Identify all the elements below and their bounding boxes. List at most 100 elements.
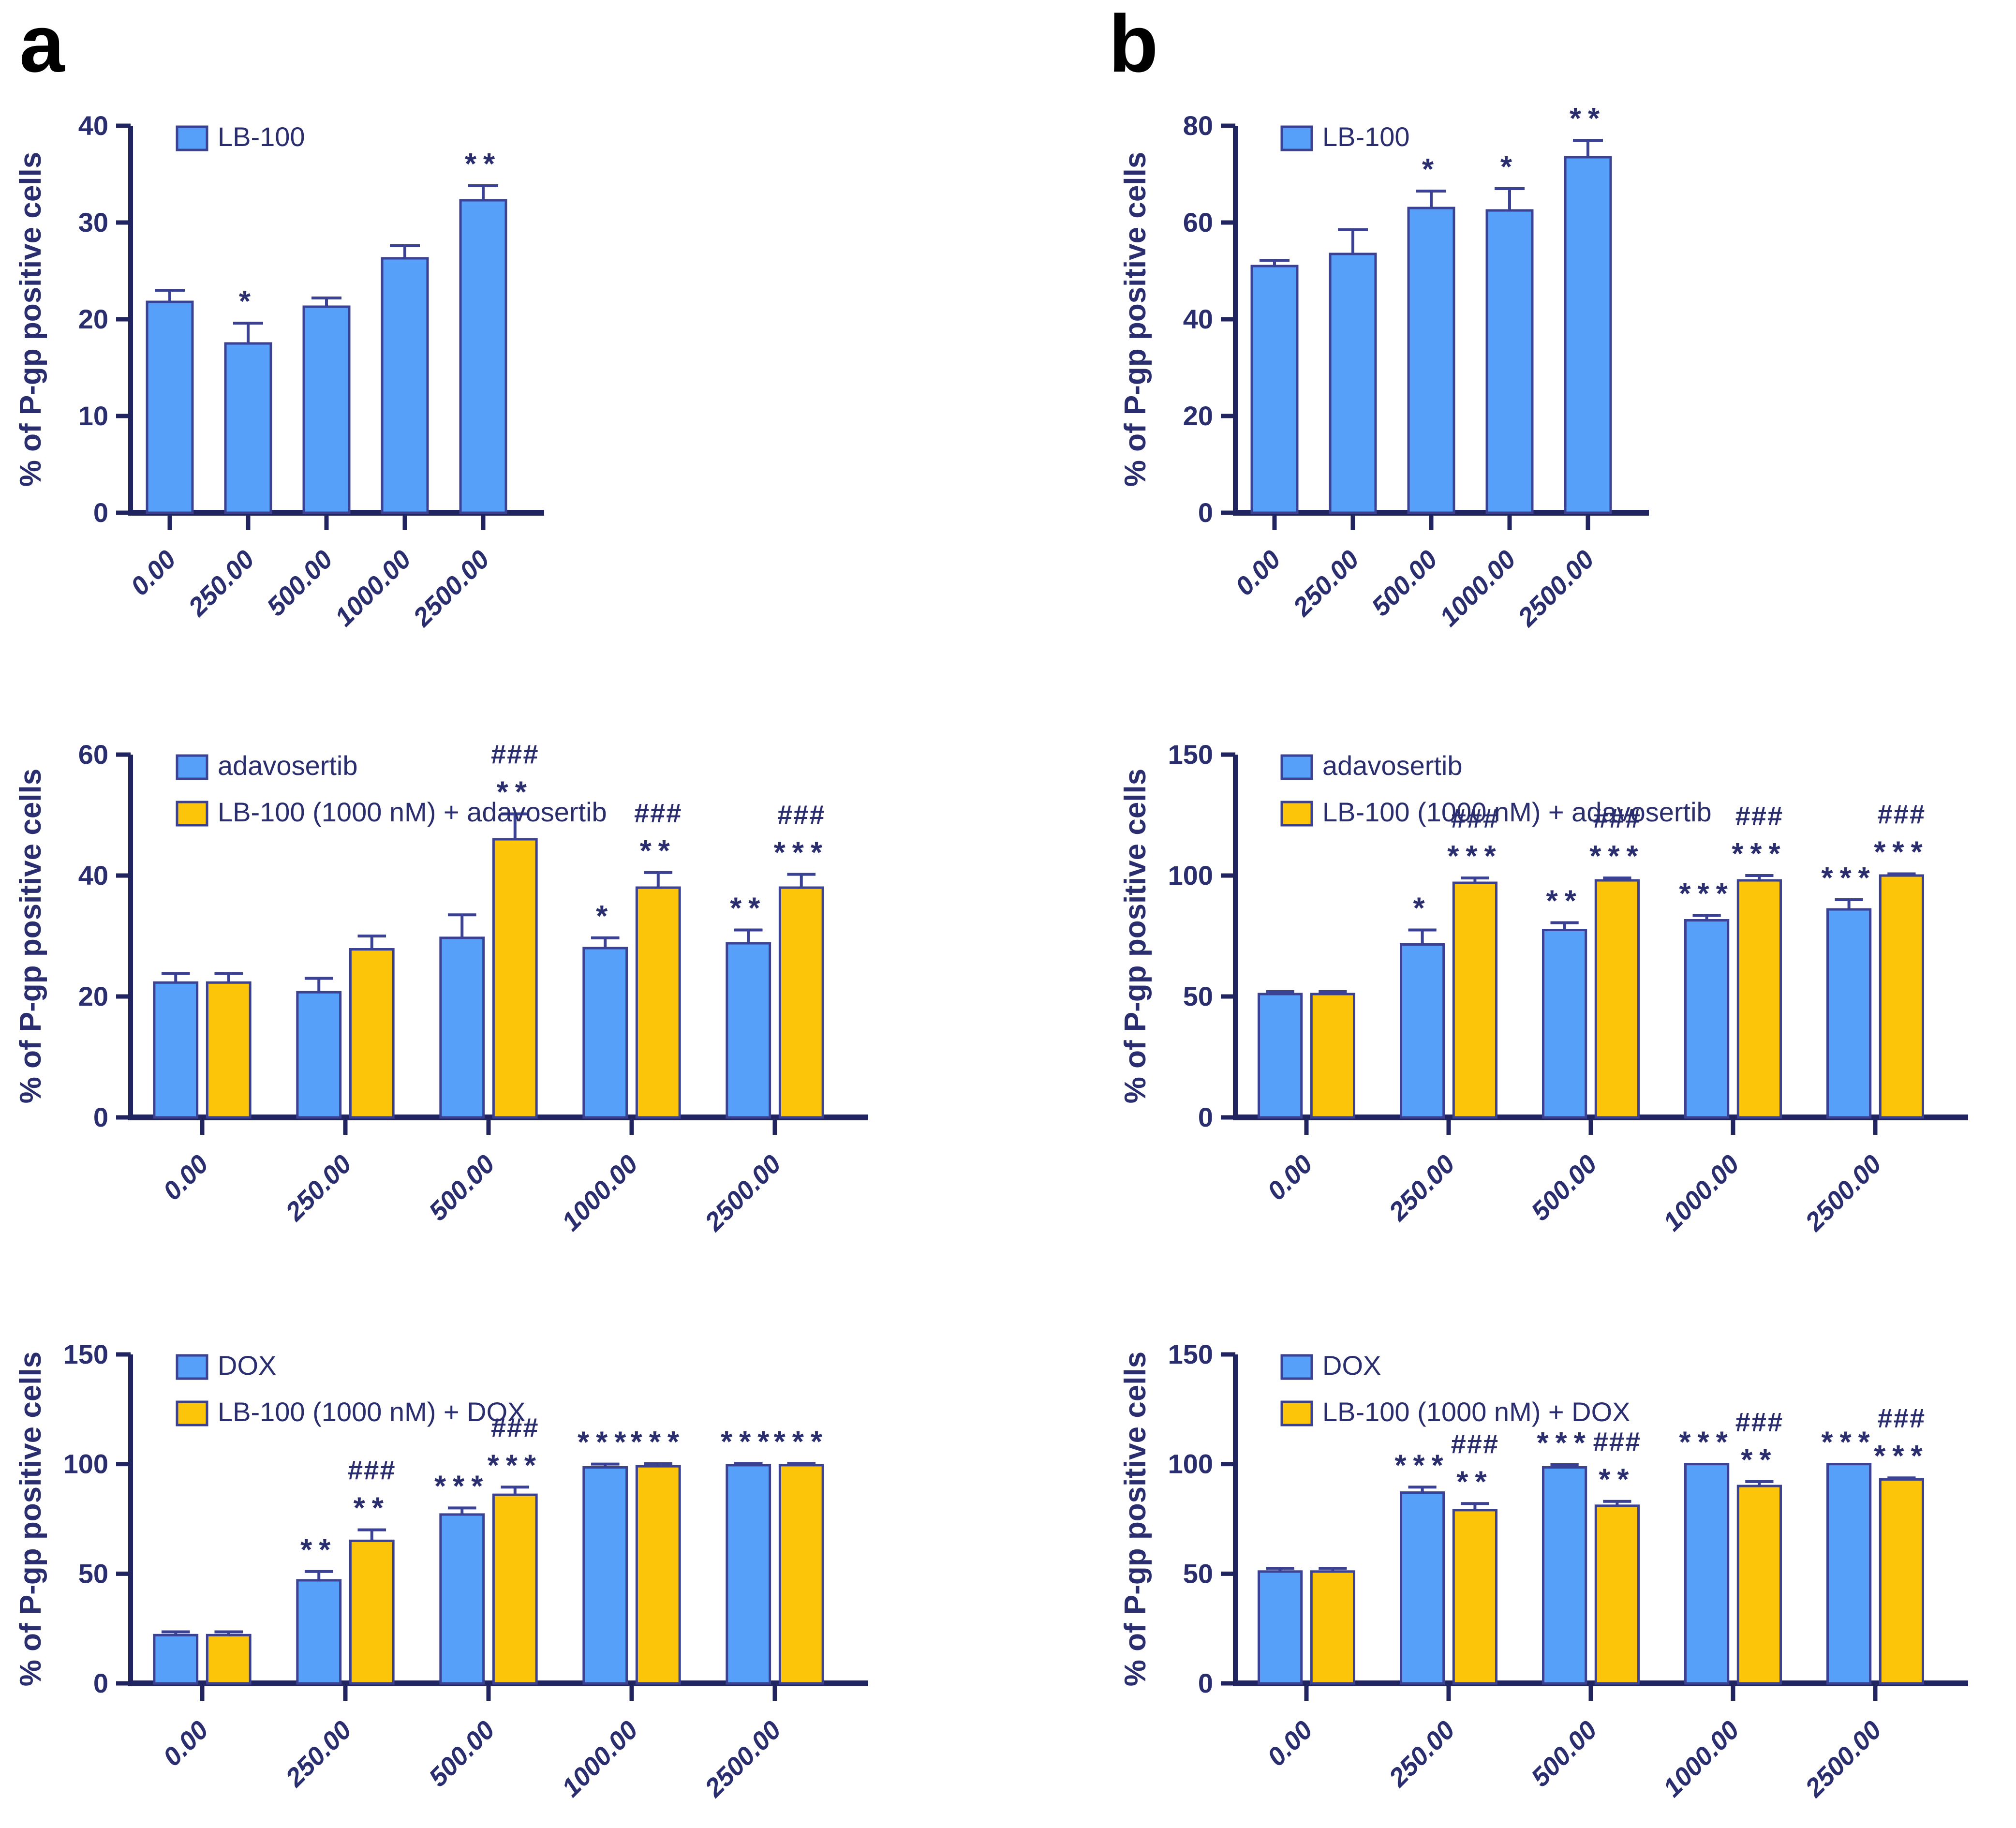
x-tick-label: 500.00: [1366, 545, 1443, 622]
y-tick-label: 30: [78, 207, 108, 238]
significance-stars: ***: [721, 1425, 776, 1458]
x-tick-label: 250.00: [183, 545, 260, 622]
x-tick-label: 1000.00: [1658, 1149, 1745, 1236]
hash-annotation: ###: [1593, 803, 1641, 833]
bar-LB-100 (1000 nM) + DOX-2500.00: [778, 1464, 824, 1685]
legend-label: LB-100 (1000 nM) + DOX: [218, 1397, 526, 1427]
significance-stars: ***: [1874, 1440, 1929, 1473]
hash-annotation: ###: [1451, 1428, 1499, 1459]
legend-label: LB-100 (1000 nM) + adavosertib: [218, 797, 607, 827]
bar-adavosertib-250.00: [296, 991, 342, 1119]
y-tick-label: 0: [93, 1102, 108, 1132]
bar-LB-100 (1000 nM) + adavosertib-1000.00: [1736, 879, 1782, 1119]
bar-adavosertib-1000.00: [1684, 919, 1730, 1119]
legend-swatch-yellow: [1280, 1400, 1313, 1427]
bar-LB-100 (1000 nM) + adavosertib-250.00: [1452, 881, 1497, 1119]
panel-label-b: b: [1109, 0, 1158, 89]
y-tick-label: 150: [63, 1339, 108, 1369]
legend-label: DOX: [1322, 1350, 1381, 1381]
x-tick-label: 1000.00: [556, 1149, 643, 1236]
significance-stars: ***: [1447, 840, 1502, 873]
x-tick-label: 0.00: [158, 1715, 214, 1772]
significance-stars: ***: [1537, 1427, 1592, 1460]
legend-swatch-yellow: [1280, 801, 1313, 827]
x-tick-label: 250.00: [1383, 1149, 1461, 1227]
significance-stars: *: [596, 900, 614, 933]
significance-stars: ***: [1821, 862, 1876, 895]
significance-stars: ***: [1589, 840, 1645, 873]
bar-LB-100 (1000 nM) + adavosertib-0.00: [206, 981, 252, 1119]
x-tick-label: 0.00: [125, 545, 182, 601]
x-tick-label: 2500.00: [1512, 545, 1600, 632]
y-tick-label: 100: [1168, 1449, 1213, 1479]
x-tick-label: 0.00: [1230, 545, 1287, 601]
y-tick-label: 10: [78, 401, 108, 431]
legend-label: LB-100 (1000 nM) + DOX: [1322, 1397, 1631, 1427]
significance-stars: ***: [1732, 837, 1787, 871]
x-tick-label: 250.00: [1383, 1715, 1461, 1793]
significance-stars: *: [1422, 153, 1440, 186]
significance-stars: **: [1741, 1443, 1778, 1477]
x-tick-label: 0.00: [1262, 1715, 1319, 1772]
significance-stars: **: [730, 892, 767, 925]
bar-LB-100 (1000 nM) + DOX-0.00: [1310, 1570, 1355, 1685]
x-tick-label: 1000.00: [1658, 1715, 1745, 1802]
x-tick-label: 250.00: [280, 1149, 357, 1227]
bar-LB-100 (1000 nM) + DOX-2500.00: [1879, 1478, 1924, 1685]
y-tick-label: 20: [78, 304, 108, 334]
x-tick-label: 2500.00: [699, 1149, 786, 1237]
bar-LB-100 (1000 nM) + adavosertib-500.00: [1594, 879, 1640, 1119]
x-tick-label: 0.00: [1262, 1149, 1319, 1206]
legend-label: LB-100: [218, 121, 305, 152]
y-axis-title: % of P-gp positive cells: [1119, 152, 1152, 487]
hash-annotation: ###: [491, 739, 539, 770]
y-axis-title: % of P-gp positive cells: [14, 152, 47, 487]
hash-annotation: ###: [348, 1455, 396, 1486]
bar-DOX-0.00: [153, 1634, 199, 1685]
bar-DOX-250.00: [1400, 1491, 1445, 1685]
significance-stars: ***: [631, 1426, 686, 1459]
x-tick-label: 2500.00: [1799, 1149, 1887, 1237]
legend-swatch-yellow: [176, 801, 208, 827]
x-tick-label: 500.00: [423, 1149, 500, 1226]
y-tick-label: 0: [1198, 1102, 1213, 1132]
bar-adavosertib-0.00: [153, 981, 199, 1119]
bar-LB-100-2500.00: [1564, 156, 1612, 514]
bar-LB-100 (1000 nM) + DOX-500.00: [1594, 1504, 1640, 1685]
significance-stars: ***: [434, 1470, 489, 1503]
bar-adavosertib-500.00: [439, 936, 485, 1119]
bar-LB-100 (1000 nM) + DOX-500.00: [492, 1493, 538, 1685]
legend-label: DOX: [218, 1350, 276, 1381]
y-tick-label: 20: [78, 981, 108, 1011]
hash-annotation: ###: [1735, 1407, 1783, 1437]
bar-LB-100-0.00: [146, 300, 194, 514]
significance-stars: ***: [1679, 877, 1734, 911]
bar-adavosertib-2500.00: [1826, 908, 1872, 1119]
bar-LB-100-250.00: [224, 342, 272, 514]
y-tick-label: 50: [78, 1558, 108, 1589]
significance-stars: ***: [1679, 1426, 1734, 1459]
chart-a-lb100: 0 10 20 30 40 0.00 250.00 500.00 1000.00 2500.00 *…: [0, 29, 1008, 677]
y-tick-label: 40: [78, 860, 108, 891]
bar-LB-100 (1000 nM) + DOX-0.00: [206, 1634, 252, 1685]
bar-adavosertib-0.00: [1258, 993, 1303, 1119]
x-tick-label: 2500.00: [699, 1715, 786, 1803]
y-tick-label: 50: [1183, 981, 1213, 1011]
significance-stars: **: [300, 1533, 337, 1567]
legend-swatch-yellow: [176, 1400, 208, 1427]
legend-swatch-blue: [176, 754, 208, 780]
y-tick-label: 150: [1168, 1339, 1213, 1369]
y-tick-label: 60: [1183, 207, 1213, 238]
legend-swatch-blue: [1280, 1354, 1313, 1380]
x-tick-label: 500.00: [1526, 1149, 1602, 1226]
y-axis-title: % of P-gp positive cells: [14, 769, 47, 1103]
bar-DOX-2500.00: [1826, 1463, 1872, 1685]
hash-annotation: ###: [634, 798, 682, 828]
x-tick-label: 0.00: [158, 1149, 214, 1206]
chart-b-adavosertib: 0 50 100 150 0.00 250.00 500.00 1000.00 2500.00 *…: [1008, 697, 2016, 1306]
bar-LB-100 (1000 nM) + DOX-250.00: [1452, 1509, 1497, 1685]
bar-LB-100-2500.00: [459, 199, 507, 514]
significance-stars: ***: [1821, 1426, 1876, 1459]
y-axis-title: % of P-gp positive cells: [1119, 769, 1152, 1103]
